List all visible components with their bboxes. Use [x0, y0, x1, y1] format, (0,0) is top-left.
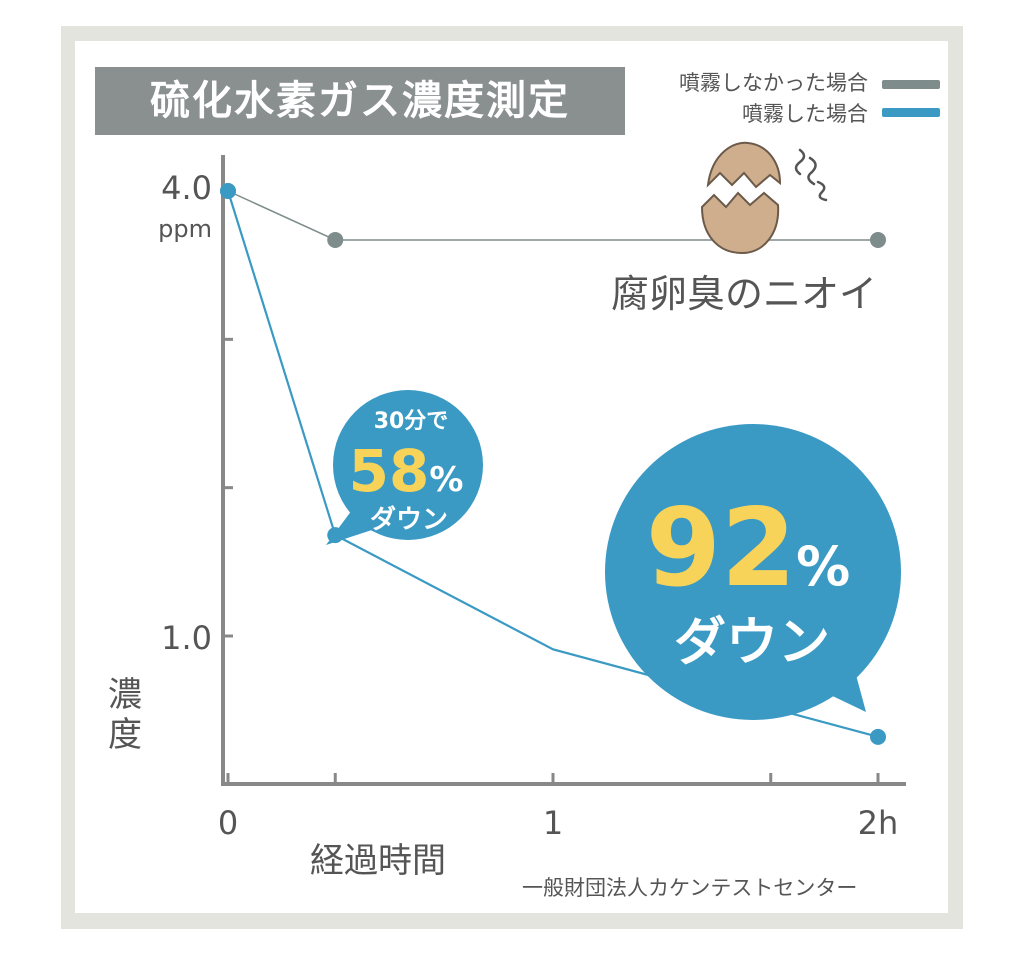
chart-title: 硫化水素ガス濃度測定 — [150, 78, 570, 124]
series-point-spray — [220, 183, 236, 199]
smell-line — [794, 148, 806, 176]
y-tick-label-1: 1.0 — [161, 619, 212, 657]
smell-icon — [794, 148, 828, 202]
x-tick-label: 0 — [218, 804, 238, 842]
y-axis-label: 濃 — [108, 675, 142, 715]
title-box: 硫化水素ガス濃度測定 — [95, 67, 625, 135]
series-line-no-spray — [227, 190, 878, 241]
callout-big-tail — [820, 660, 866, 712]
callout-big-bubble — [605, 424, 901, 720]
smell-line — [816, 180, 828, 202]
legend-swatch-spray — [882, 108, 940, 117]
cracked-egg-icon — [700, 141, 782, 255]
y-unit-label: ppm — [158, 215, 212, 243]
smell-line — [807, 156, 817, 186]
legend-label-spray: 噴霧した場合 — [742, 102, 868, 126]
series-point-no-spray — [327, 231, 344, 248]
legend-label-no-spray: 噴霧しなかった場合 — [679, 71, 868, 95]
y-tick-label-4: 4.0 — [161, 169, 212, 207]
callout-small-tail — [326, 510, 378, 545]
callout-small-bubble — [333, 390, 483, 540]
egg-bottom-shell — [700, 191, 780, 255]
y-axis-label: 度 — [108, 715, 142, 755]
series-point-no-spray — [870, 231, 886, 248]
callout-small-bottom: ダウン — [370, 504, 448, 535]
annotation-label: 腐卵臭のニオイ — [611, 272, 877, 316]
egg-top-shell — [706, 141, 782, 189]
legend-swatch-no-spray — [882, 80, 940, 89]
callout-big-bottom: ダウン — [674, 613, 830, 673]
x-tick-label: 1 — [543, 804, 563, 842]
source-credit: 一般財団法人カケンテストセンター — [522, 876, 858, 900]
x-axis-label: 経過時間 — [310, 841, 446, 881]
x-tick-label: 2h — [858, 804, 899, 842]
callout-small-top: 30分で — [374, 409, 449, 434]
series-point-spray — [870, 728, 886, 745]
callout-big-percent: 92% — [646, 486, 850, 611]
callout-small-percent: 58% — [349, 437, 464, 505]
